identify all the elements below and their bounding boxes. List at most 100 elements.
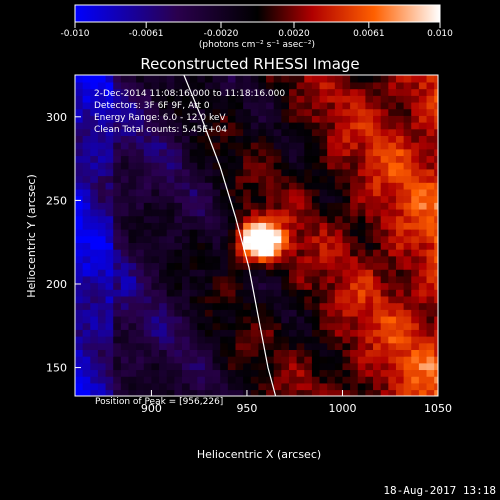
heatmap-cell	[197, 302, 206, 310]
heatmap-cell	[281, 175, 290, 183]
heatmap-cell	[311, 182, 321, 190]
heatmap-cell	[159, 322, 168, 330]
heatmap-cell	[159, 188, 168, 197]
heatmap-cell	[334, 355, 344, 364]
heatmap-cell	[426, 375, 435, 384]
heatmap-cell	[388, 141, 397, 150]
heatmap-cell	[227, 141, 237, 150]
heatmap-cell	[334, 282, 344, 290]
heatmap-cell	[204, 188, 214, 197]
heatmap-cell	[411, 382, 420, 391]
heatmap-cell	[334, 295, 344, 304]
heatmap-cell	[304, 355, 313, 364]
heatmap-cell	[258, 322, 267, 330]
heatmap-cell	[174, 88, 183, 96]
heatmap-cell	[204, 202, 214, 210]
heatmap-cell	[220, 195, 229, 203]
heatmap-cell	[373, 135, 382, 143]
heatmap-cell	[250, 108, 260, 116]
heatmap-cell	[136, 289, 145, 297]
heatmap-cell	[418, 81, 428, 90]
heatmap-cell	[227, 282, 237, 290]
heatmap-cell	[395, 355, 405, 364]
heatmap-cell	[90, 135, 99, 143]
heatmap-cell	[105, 75, 115, 83]
heatmap-cell	[266, 128, 275, 136]
heatmap-cell	[388, 315, 397, 324]
heatmap-cell	[143, 349, 153, 357]
heatmap-cell	[334, 148, 344, 157]
heatmap-cell	[357, 208, 367, 217]
heatmap-cell	[327, 121, 336, 130]
info-line-2: Detectors: 3F 6F 9F, Att 0	[94, 101, 210, 111]
heatmap-cell	[181, 309, 191, 317]
heatmap-cell	[128, 135, 137, 143]
heatmap-cell	[113, 141, 122, 150]
heatmap-cell	[311, 215, 321, 223]
heatmap-cell	[311, 289, 321, 297]
heatmap-cell	[273, 262, 283, 270]
heatmap-cell	[288, 202, 298, 210]
heatmap-cell	[403, 255, 413, 264]
heatmap-cell	[281, 302, 290, 310]
heatmap-cell	[197, 81, 206, 90]
heatmap-cell	[342, 202, 351, 210]
heatmap-cell	[380, 242, 390, 250]
heatmap-cell	[395, 148, 405, 157]
heatmap-cell	[220, 128, 229, 136]
heatmap-cell	[189, 215, 199, 223]
heatmap-cell	[136, 175, 145, 183]
heatmap-cell	[327, 215, 336, 223]
heatmap-cell	[281, 262, 290, 270]
heatmap-cell	[128, 355, 137, 364]
heatmap-cell	[90, 235, 99, 243]
heatmap-cell	[388, 202, 397, 210]
heatmap-cell	[311, 335, 321, 344]
heatmap-cell	[411, 355, 420, 364]
heatmap-cell	[334, 362, 344, 371]
heatmap-cell	[243, 228, 252, 237]
heatmap-cell	[380, 275, 390, 284]
heatmap-cell	[113, 389, 122, 396]
heatmap-cell	[327, 88, 336, 96]
heatmap-cell	[296, 155, 306, 163]
heatmap-cell	[113, 75, 122, 83]
heatmap-cell	[181, 135, 191, 143]
heatmap-cell	[128, 108, 137, 116]
heatmap-cell	[426, 195, 435, 203]
heatmap-cell	[136, 309, 145, 317]
heatmap-cell	[266, 295, 275, 304]
heatmap-cell	[189, 202, 199, 210]
heatmap-cell	[227, 349, 237, 357]
heatmap-cell	[350, 161, 359, 170]
heatmap-cell	[273, 81, 283, 90]
heatmap-cell	[365, 262, 374, 270]
heatmap-cell	[90, 295, 99, 304]
heatmap-cell	[136, 168, 145, 177]
heatmap-cell	[334, 161, 344, 170]
heatmap-cell	[304, 289, 313, 297]
heatmap-cell	[357, 161, 367, 170]
heatmap-cell	[319, 242, 328, 250]
heatmap-cell	[250, 289, 260, 297]
heatmap-cell	[197, 275, 206, 284]
heatmap-cell	[426, 182, 435, 190]
heatmap-cell	[105, 295, 115, 304]
heatmap-cell	[357, 202, 367, 210]
heatmap-cell	[174, 355, 183, 364]
heatmap-cell	[357, 182, 367, 190]
heatmap-cell	[266, 222, 275, 230]
heatmap-cell	[105, 155, 115, 163]
heatmap-cell	[342, 302, 351, 310]
heatmap-cell	[113, 335, 122, 344]
heatmap-cell	[426, 101, 435, 110]
heatmap-cell	[90, 128, 99, 136]
heatmap-cell	[250, 315, 260, 324]
heatmap-cell	[350, 389, 359, 396]
heatmap-cell	[250, 382, 260, 391]
heatmap-cell	[403, 135, 413, 143]
heatmap-cell	[181, 175, 191, 183]
heatmap-cell	[273, 349, 283, 357]
heatmap-cell	[288, 128, 298, 136]
heatmap-cell	[136, 155, 145, 163]
